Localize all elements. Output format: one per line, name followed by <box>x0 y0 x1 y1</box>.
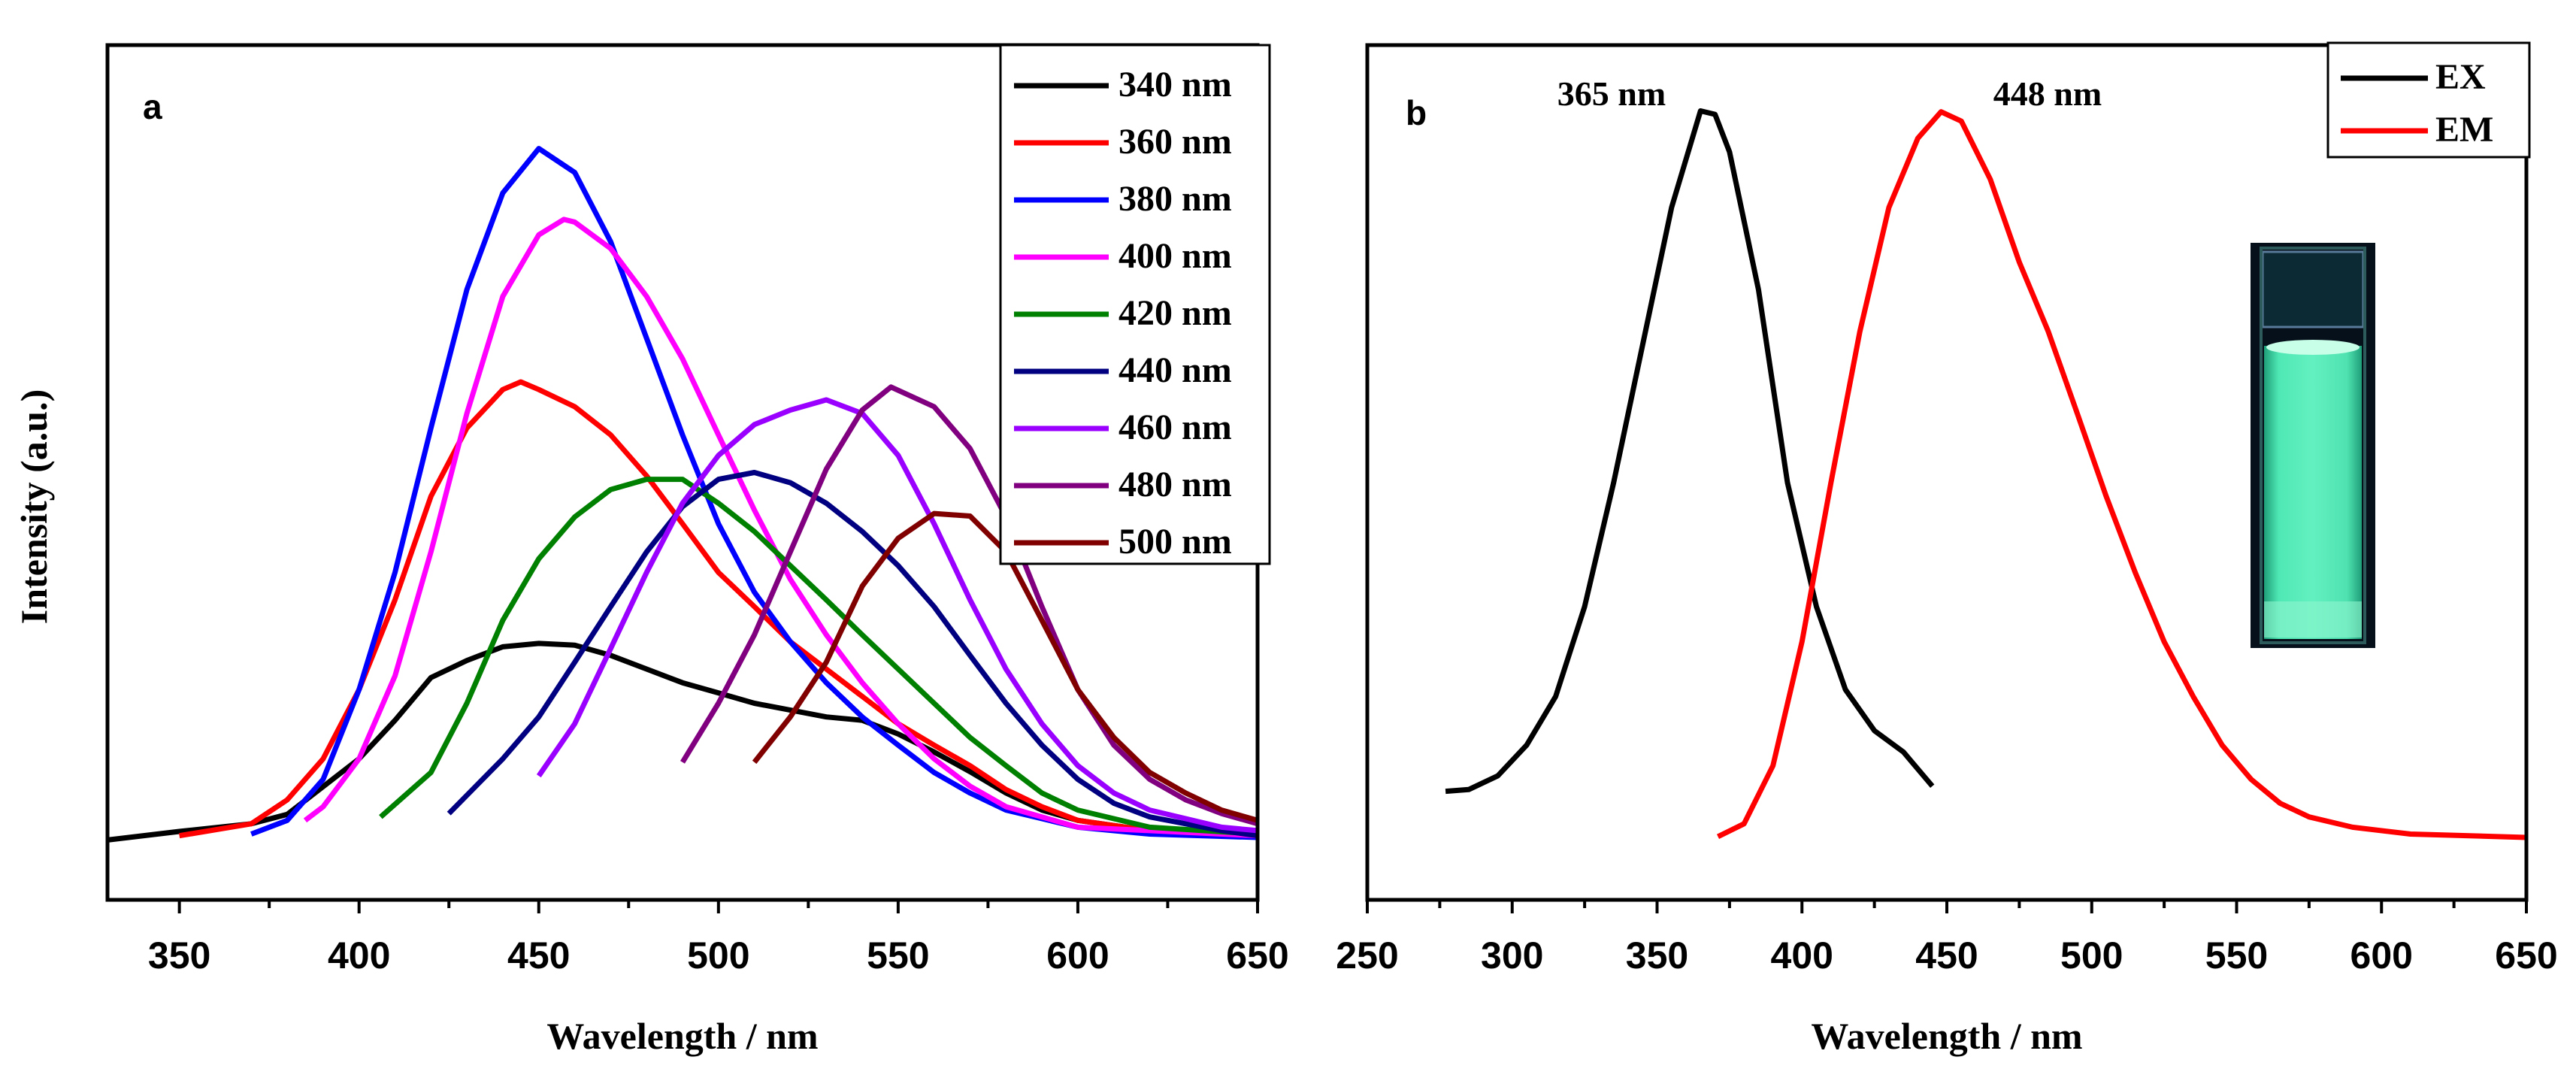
legend-label: EM <box>2435 110 2493 150</box>
x-tick-label: 300 <box>1481 934 1543 977</box>
x-tick-label: 550 <box>867 934 929 977</box>
legend-label: 440 nm <box>1118 350 1232 390</box>
legend-label: 360 nm <box>1118 122 1232 162</box>
panel-b-label: b <box>1406 93 1427 132</box>
legend-label: 340 nm <box>1118 65 1232 104</box>
legend-item: 380 nm <box>1014 179 1232 219</box>
legend-item: 440 nm <box>1014 350 1232 390</box>
panel-a-x-axis-label: Wavelength / nm <box>546 1015 818 1057</box>
legend-item: 460 nm <box>1014 407 1232 447</box>
series-line-440-nm <box>446 470 1258 839</box>
series-line-ex <box>1445 108 1935 795</box>
x-tick-label: 550 <box>2205 934 2268 977</box>
series-line-em <box>1716 109 2527 840</box>
ex-peak-annotation: 365 nm <box>1557 74 1666 113</box>
legend-label: 380 nm <box>1118 179 1232 219</box>
legend-label: EX <box>2435 57 2486 97</box>
x-tick-label: 500 <box>687 934 749 977</box>
series-line-480-nm <box>680 384 1258 827</box>
panel-a-label: a <box>143 87 162 126</box>
panel-b-x-axis-label: Wavelength / nm <box>1811 1015 2082 1057</box>
legend-item: 420 nm <box>1014 293 1232 333</box>
legend-item: EM <box>2341 110 2493 150</box>
panel-a-x-ticks: 350 400 450 500 550 600 650 <box>148 900 1289 977</box>
legend-label: 420 nm <box>1118 293 1232 333</box>
series-line-460-nm <box>536 397 1258 834</box>
legend-label: 500 nm <box>1118 522 1232 562</box>
legend-label: 400 nm <box>1118 236 1232 276</box>
x-tick-label: 650 <box>2495 934 2557 977</box>
legend-item: 480 nm <box>1014 465 1232 504</box>
legend-item: 360 nm <box>1014 122 1232 162</box>
panel-b-legend: EX EM <box>2326 41 2531 159</box>
x-tick-label: 450 <box>1915 934 1978 977</box>
x-tick-label: 250 <box>1336 934 1398 977</box>
x-tick-label: 350 <box>148 934 210 977</box>
panel-a: 350 400 450 500 550 600 650 a Wavelength / nm … <box>13 43 1289 1057</box>
panel-b-x-ticks: 250 300 350 400 450 500 550 600 650 <box>1336 900 2558 977</box>
x-tick-label: 500 <box>2060 934 2123 977</box>
x-tick-label: 600 <box>2350 934 2413 977</box>
x-tick-label: 600 <box>1046 934 1109 977</box>
series-line-400-nm <box>303 217 1258 839</box>
series-line-420-nm <box>379 477 1258 837</box>
legend-item: 400 nm <box>1014 236 1232 276</box>
em-peak-annotation: 448 nm <box>1993 74 2102 113</box>
legend-label: 460 nm <box>1118 407 1232 447</box>
x-tick-label: 450 <box>507 934 570 977</box>
legend-item: 340 nm <box>1014 65 1232 104</box>
panel-b-curves <box>1445 108 2527 840</box>
series-line-380-nm <box>250 146 1258 840</box>
x-tick-label: 350 <box>1626 934 1688 977</box>
series-line-360-nm <box>179 379 1258 839</box>
legend-box <box>2326 41 2531 159</box>
x-tick-label: 400 <box>1771 934 1833 977</box>
series-line-340-nm <box>107 640 1258 843</box>
cuvette-photo <box>2251 243 2375 648</box>
x-tick-label: 400 <box>328 934 390 977</box>
legend-item: EX <box>2341 57 2486 97</box>
panel-a-y-axis-label: Intensity (a.u.) <box>13 389 55 625</box>
panel-a-legend: 340 nm 360 nm 380 nm 400 nm 420 nm 440 nm 460 … <box>999 44 1271 565</box>
panel-b: 250 300 350 400 450 500 550 600 650 b Wavelength… <box>1336 41 2558 1057</box>
x-tick-label: 650 <box>1226 934 1288 977</box>
legend-label: 480 nm <box>1118 465 1232 504</box>
legend-item: 500 nm <box>1014 522 1232 562</box>
legend-box <box>999 44 1271 565</box>
